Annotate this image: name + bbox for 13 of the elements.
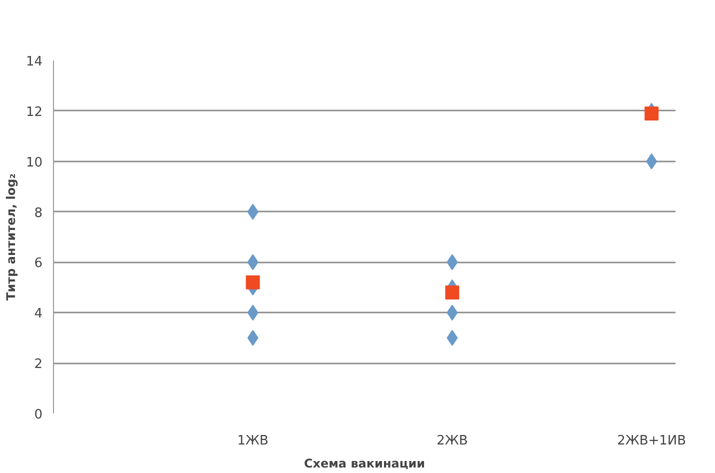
y-tick-label: 2 — [34, 357, 43, 372]
y-tick-label: 6 — [34, 256, 43, 272]
y-tick-label: 12 — [26, 104, 43, 120]
x-tick-label: 2ЖВ+1ИВ — [617, 434, 686, 448]
x-axis-title: Схема вакинации — [304, 456, 426, 470]
x-tick-label: 1ЖВ — [237, 434, 268, 448]
y-tick-label: 8 — [34, 206, 43, 221]
x-tick-label: 2ЖВ — [436, 434, 468, 448]
y-tick-label: 4 — [34, 306, 43, 322]
y-axis-title: Титр антител, log₂ — [4, 174, 18, 300]
y-tick-label: 14 — [26, 54, 43, 70]
y-tick-label: 10 — [26, 155, 43, 170]
y-tick-label: 0 — [34, 408, 43, 422]
